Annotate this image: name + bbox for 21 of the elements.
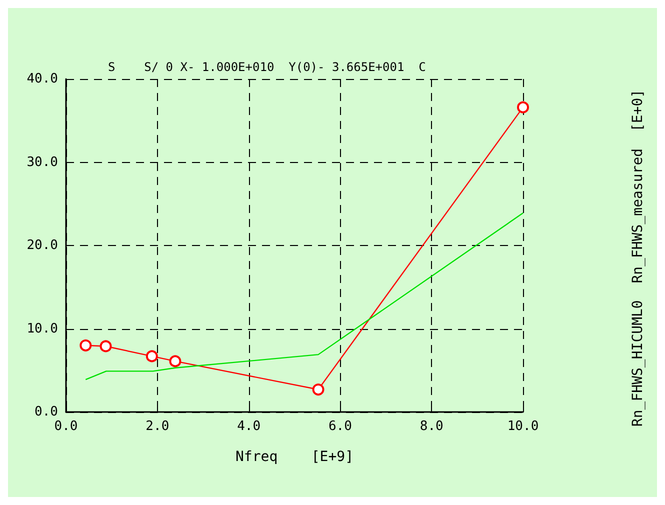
x-tick-label: 8.0 <box>420 419 444 434</box>
point <box>146 350 158 362</box>
line-series <box>85 212 524 380</box>
point <box>100 340 112 352</box>
x-axis-title: Nfreq [E+9] <box>235 449 354 465</box>
point <box>517 101 529 114</box>
y-tick-label: 40.0 <box>26 72 58 86</box>
point <box>312 384 324 396</box>
text: Rn_FHWS_HICUML0 Rn_FHWS_measured [E+0] <box>630 89 646 427</box>
y-tick-label: 30.0 <box>26 154 58 170</box>
x-tick-label: 10.0 <box>507 419 539 434</box>
x-tick-label: 0.0 <box>54 419 78 434</box>
point <box>80 339 92 352</box>
chart-title: S S/ 0 X- 1.000E+010 Y(0)- 3.665E+001 C <box>108 60 426 74</box>
y-tick-label: 0.0 <box>34 404 58 420</box>
x-tick-label: 2.0 <box>146 419 170 434</box>
point <box>169 355 182 368</box>
x-tick-label: 4.0 <box>237 419 261 434</box>
y-tick-label: 10.0 <box>26 321 58 336</box>
x-tick-label: 6.0 <box>328 419 352 434</box>
y-tick-label: 20.0 <box>26 238 58 253</box>
